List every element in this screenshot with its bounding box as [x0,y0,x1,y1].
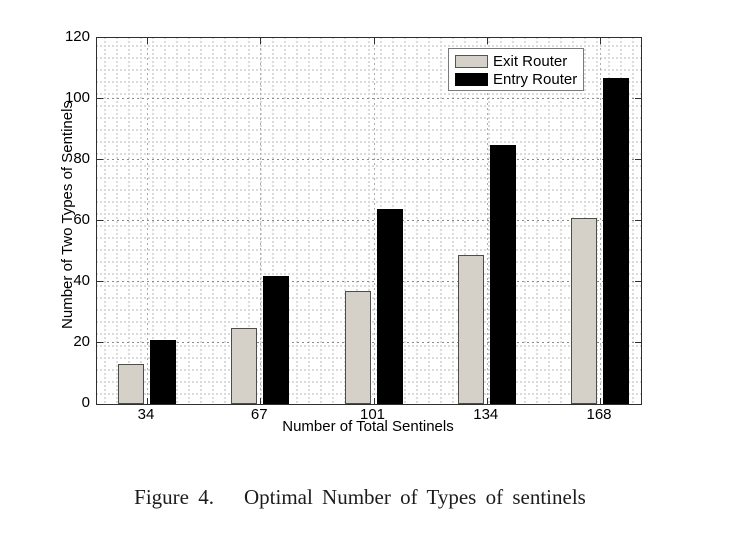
x-tick-label: 134 [473,406,499,423]
x-tick-label: 67 [250,406,268,423]
y-tick-label: 40 [73,272,90,289]
x-gridline [373,38,375,404]
bar-exit-router-134 [457,254,484,404]
x-gridline [486,38,488,404]
bar-entry-router-67 [263,275,290,404]
x-gridline [600,38,601,404]
legend-label-entry: Entry Router [493,70,578,88]
x-tick-label: 168 [586,406,612,423]
y-gridline [97,281,641,282]
bar-exit-router-67 [231,327,258,404]
y-tick-label: 120 [64,28,90,45]
bar-entry-router-101 [376,208,403,404]
y-tick-label: 80 [73,150,90,167]
x-tick-mark [600,398,601,404]
legend-label-exit: Exit Router [493,52,568,70]
x-tick-mark [147,398,148,404]
x-tick-mark [147,38,148,44]
bar-exit-router-101 [344,291,371,404]
y-tick-mark [635,159,641,160]
y-tick-label: 20 [73,333,90,350]
x-tick-mark [373,398,375,404]
y-gridline [97,220,641,221]
bar-exit-router-34 [118,364,144,404]
legend-swatch-exit [455,54,488,68]
x-tick-mark [260,398,262,404]
figure-caption-text: Optimal Number of Types of sentinels [243,485,586,509]
y-tick-mark [635,281,641,282]
y-tick-label: 0 [81,394,90,411]
y-tick-mark [635,98,641,99]
y-tick-label: 100 [64,89,90,106]
bar-entry-router-134 [489,144,516,404]
x-gridline [147,38,148,404]
y-tick-mark [97,342,103,343]
y-tick-mark [97,159,103,160]
legend-item-exit-router: Exit Router [455,52,568,70]
y-tick-mark [97,281,103,282]
y-gridline [97,159,641,160]
x-tick-mark [486,398,488,404]
x-tick-label: 34 [137,406,155,423]
x-tick-mark [600,38,601,44]
x-axis-title: Number of Total Sentinels [282,418,454,435]
legend: Exit Router Entry Router [448,48,584,91]
y-tick-mark [635,220,641,221]
y-tick-label: 60 [73,211,90,228]
plot-area: Exit Router Entry Router [96,37,642,405]
figure-caption: Figure 4. Optimal Number of Types of sent… [0,485,720,510]
y-tick-mark [635,342,641,343]
figure-caption-number: Figure 4. [134,485,214,509]
x-tick-mark [486,38,488,44]
x-tick-label: 101 [359,406,386,423]
y-tick-mark [97,98,103,99]
bar-exit-router-168 [571,217,597,404]
legend-item-entry-router: Entry Router [455,70,578,88]
x-tick-mark [373,38,375,44]
legend-swatch-entry [455,72,488,86]
bar-entry-router-168 [603,77,629,404]
x-gridline [260,38,262,404]
y-gridline [97,98,641,99]
x-tick-mark [260,38,262,44]
bar-entry-router-34 [150,339,176,404]
y-tick-mark [97,220,103,221]
